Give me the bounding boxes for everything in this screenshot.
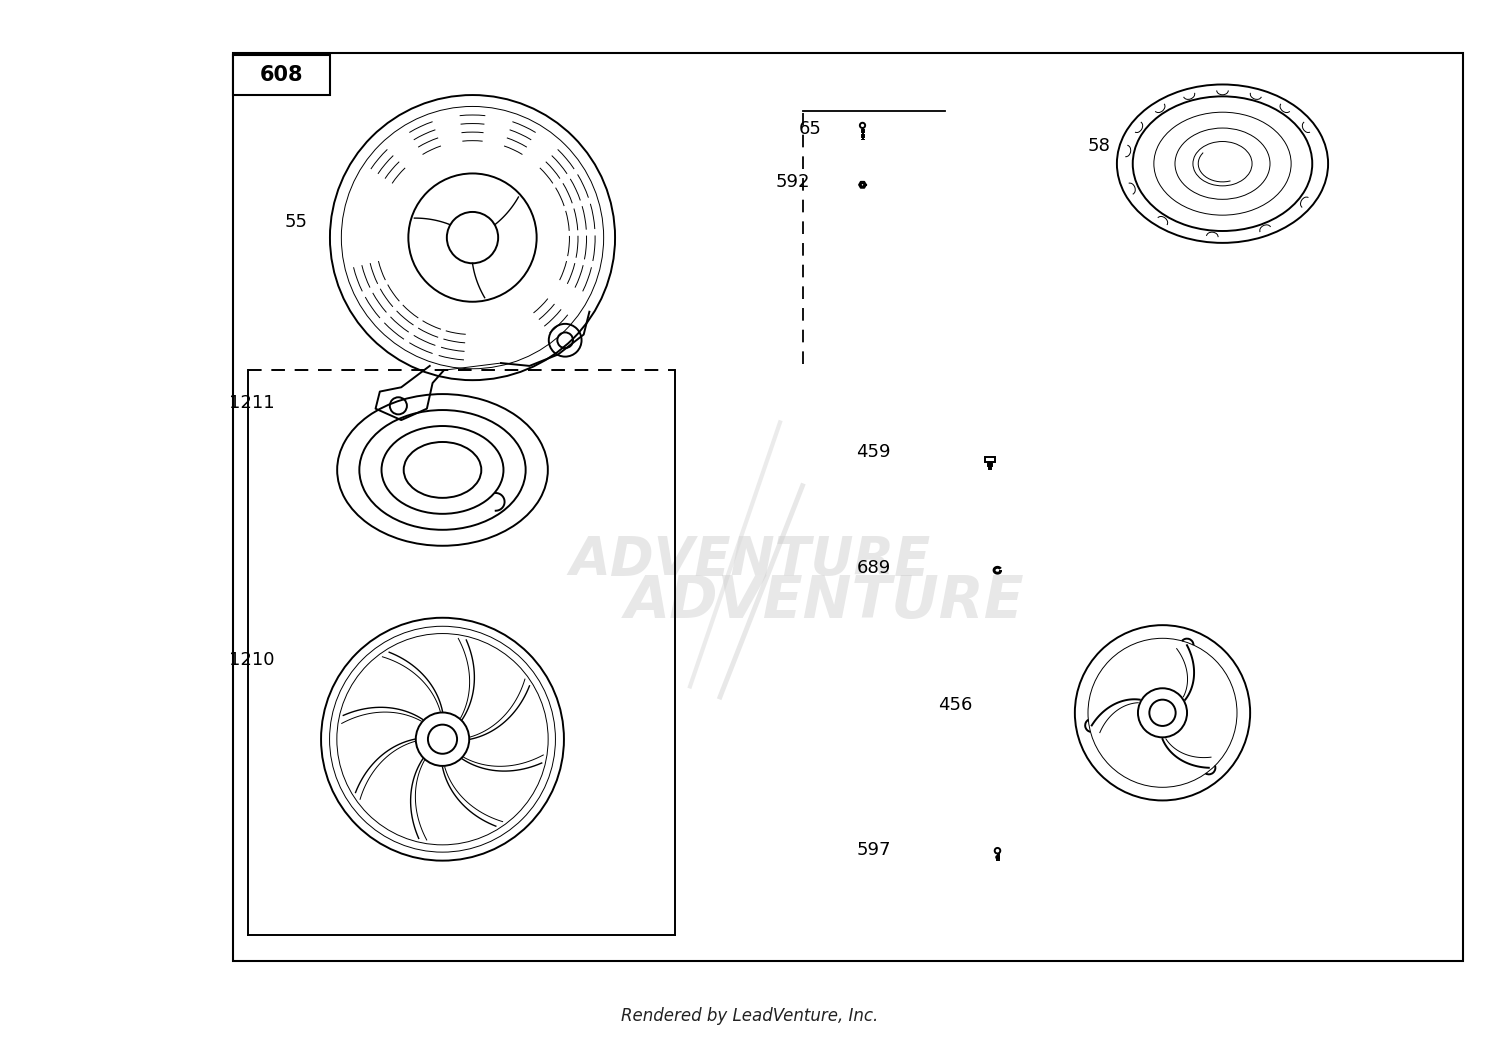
- Bar: [232, 53, 1462, 961]
- Bar: [988, 463, 992, 470]
- Text: Rendered by LeadVenture, Inc.: Rendered by LeadVenture, Inc.: [621, 1006, 879, 1025]
- Bar: [988, 465, 992, 466]
- Text: 65: 65: [800, 119, 822, 138]
- Text: 456: 456: [938, 696, 972, 715]
- Text: 1211: 1211: [230, 394, 274, 413]
- Text: ADVENTURE: ADVENTURE: [570, 533, 930, 586]
- Text: 597: 597: [856, 841, 891, 860]
- Bar: [232, 55, 330, 95]
- Text: 58: 58: [1088, 136, 1110, 155]
- Text: 608: 608: [260, 65, 303, 84]
- Polygon shape: [859, 182, 865, 188]
- Text: 592: 592: [776, 172, 810, 191]
- Text: 55: 55: [285, 212, 308, 231]
- Circle shape: [861, 183, 864, 187]
- Text: 459: 459: [856, 442, 891, 461]
- Bar: [986, 456, 994, 463]
- Text: ADVENTURE: ADVENTURE: [626, 573, 1024, 630]
- Text: 689: 689: [856, 559, 891, 578]
- Text: 1210: 1210: [230, 650, 274, 670]
